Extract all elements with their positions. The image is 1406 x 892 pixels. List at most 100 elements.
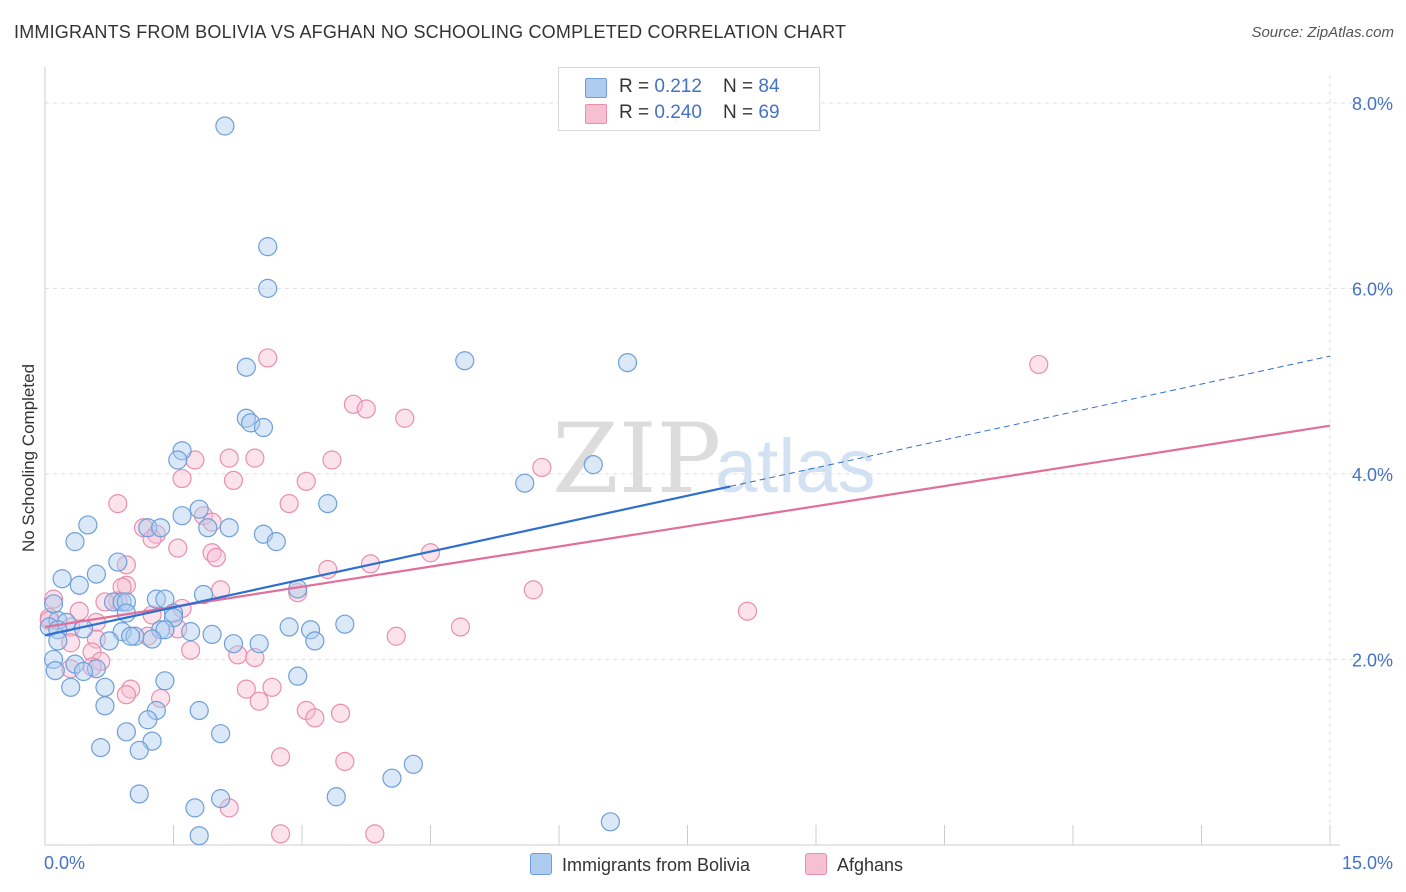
legend-n-value: 84 xyxy=(758,76,780,97)
afghans-point xyxy=(532,457,552,478)
afghans-point xyxy=(262,677,282,697)
afghans-point xyxy=(279,494,299,514)
bolivia-trend-line-extension xyxy=(730,355,1331,487)
bolivia-point xyxy=(318,494,338,514)
afghans-point xyxy=(322,450,342,470)
bolivia-point xyxy=(223,634,244,654)
bolivia-point xyxy=(189,700,209,721)
bolivia-point xyxy=(52,569,72,589)
legend-swatch-blue xyxy=(585,78,607,98)
bolivia-point xyxy=(95,677,115,697)
afghans-point xyxy=(523,580,543,600)
bolivia-point xyxy=(279,617,299,637)
bolivia-point xyxy=(211,724,231,744)
afghans-point xyxy=(245,448,265,468)
bolivia-point xyxy=(181,622,201,642)
afghans-trend-line xyxy=(44,424,1331,629)
afghans-point xyxy=(223,470,244,491)
bottom-legend-swatch-blue xyxy=(530,853,552,875)
bolivia-point xyxy=(382,768,402,788)
afghans-point xyxy=(151,688,171,709)
bolivia-point xyxy=(236,357,256,377)
afghans-point xyxy=(395,408,415,428)
afghans-point xyxy=(185,450,205,470)
bolivia-point xyxy=(515,473,535,493)
afghans-point xyxy=(69,601,89,621)
bolivia-point xyxy=(249,634,269,654)
bolivia-point xyxy=(155,620,175,640)
bolivia-point xyxy=(455,351,475,371)
bolivia-point xyxy=(288,666,308,686)
afghans-points xyxy=(39,348,1049,844)
bolivia-point xyxy=(151,518,171,538)
bolivia-point xyxy=(168,450,188,470)
afghans-point xyxy=(305,708,325,728)
afghans-point xyxy=(168,538,188,558)
y-axis-label: No Schooling Completed xyxy=(19,364,38,552)
bolivia-point xyxy=(211,789,231,809)
afghans-point xyxy=(236,679,256,699)
x-tick-label-min: 0.0% xyxy=(44,853,85,873)
bolivia-point xyxy=(189,826,209,846)
bolivia-point xyxy=(121,626,141,646)
bottom-legend-swatch-pink xyxy=(805,853,827,875)
bolivia-point xyxy=(73,661,94,682)
legend-r-label: R = xyxy=(619,102,655,123)
afghans-point xyxy=(296,471,316,491)
bolivia-point xyxy=(253,417,274,438)
bolivia-point xyxy=(326,787,346,807)
bolivia-point xyxy=(138,710,158,730)
bolivia-point xyxy=(61,677,81,697)
y-tick-label: 4.0% xyxy=(1352,465,1393,485)
source-label: Source: ZipAtlas.com xyxy=(1251,24,1394,41)
bolivia-point xyxy=(202,624,222,645)
afghans-point xyxy=(386,626,406,646)
legend-r-label: R = xyxy=(619,76,655,97)
watermark-zip: ZIP xyxy=(552,403,721,515)
bolivia-point xyxy=(45,660,65,681)
afghans-point xyxy=(330,703,351,723)
bolivia-point xyxy=(112,592,132,612)
bolivia-point xyxy=(129,784,149,804)
bolivia-point xyxy=(215,116,235,136)
bolivia-point xyxy=(305,631,325,651)
y-tick-label: 2.0% xyxy=(1352,650,1393,670)
y-tick-label: 8.0% xyxy=(1352,94,1393,114)
afghans-point xyxy=(206,547,226,568)
grid-layer xyxy=(45,75,1390,845)
afghans-point xyxy=(108,494,128,514)
bolivia-point xyxy=(43,594,64,614)
afghans-point xyxy=(356,399,376,419)
bolivia-trend-line xyxy=(44,485,731,637)
x-tick-label-max: 15.0% xyxy=(1342,853,1393,873)
bolivia-point xyxy=(116,592,136,612)
bolivia-point xyxy=(108,552,128,572)
legend-n-label: N = xyxy=(723,76,759,97)
correlation-legend: R = 0.212 N = 84 R = 0.240 N = 69 xyxy=(558,67,820,131)
legend-n-value: 69 xyxy=(758,102,780,123)
bolivia-point xyxy=(241,413,261,433)
bolivia-point xyxy=(112,622,132,642)
bolivia-point xyxy=(65,532,85,552)
bolivia-point xyxy=(258,278,278,298)
legend-n-label: N = xyxy=(723,102,759,123)
afghans-point xyxy=(343,394,363,414)
bolivia-point xyxy=(78,515,98,535)
afghans-point xyxy=(737,601,758,621)
legend-r-value: 0.212 xyxy=(654,76,702,97)
afghans-point xyxy=(365,824,385,844)
bolivia-point xyxy=(142,731,162,751)
bolivia-point xyxy=(403,754,423,774)
afghans-point xyxy=(335,751,355,772)
bolivia-point xyxy=(172,506,192,526)
trend-lines xyxy=(44,355,1331,637)
watermark-atlas: atlas xyxy=(715,424,876,509)
legend-r-value: 0.240 xyxy=(654,102,702,123)
bolivia-point xyxy=(95,696,115,716)
legend-swatch-pink xyxy=(585,104,607,124)
bolivia-point xyxy=(335,614,355,634)
bottom-legend-bolivia: Immigrants from Bolivia xyxy=(530,853,750,876)
bolivia-point xyxy=(617,352,638,373)
bolivia-point xyxy=(189,499,209,519)
bolivia-point xyxy=(219,518,239,538)
